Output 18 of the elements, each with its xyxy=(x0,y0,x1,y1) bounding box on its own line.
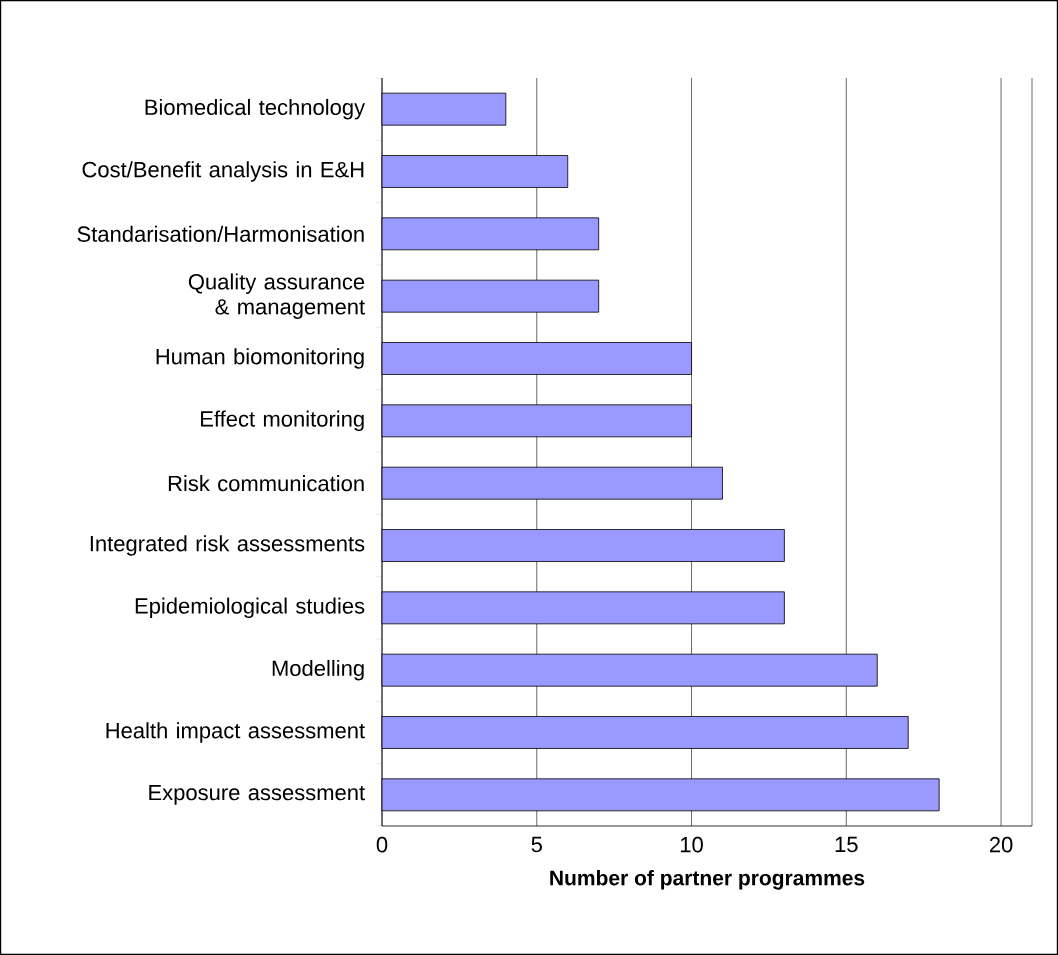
y-tick-label: Risk communication xyxy=(168,475,364,492)
y-tick-label: Effect monitoring xyxy=(201,410,364,432)
y-tick-label: Modelling xyxy=(272,659,364,681)
x-tick-label: 15 xyxy=(835,836,858,853)
y-tick-label: Human biomonitoring xyxy=(156,348,364,369)
y-tick-label: Health impact assessment xyxy=(106,722,365,743)
y-tick-label: Epidemiological studies xyxy=(135,597,365,619)
y-tick-label: Exposure assessment xyxy=(149,784,365,805)
y-tick-label: Cost/Benefit analysis in E&H xyxy=(82,161,364,182)
y-tick-label: Biomedical technology xyxy=(145,98,366,120)
x-tick-label: 0 xyxy=(376,836,388,853)
y-tick-label: Quality assurance & management xyxy=(188,273,365,319)
x-tick-label: 20 xyxy=(989,836,1013,853)
x-tick-label: 5 xyxy=(531,836,542,853)
x-tick-label: 10 xyxy=(680,836,703,853)
x-axis-title: Number of partner programmes xyxy=(550,869,865,890)
y-tick-label: Integrated risk assessments xyxy=(90,535,365,556)
y-tick-label: Standarisation/Harmonisation xyxy=(77,225,364,242)
